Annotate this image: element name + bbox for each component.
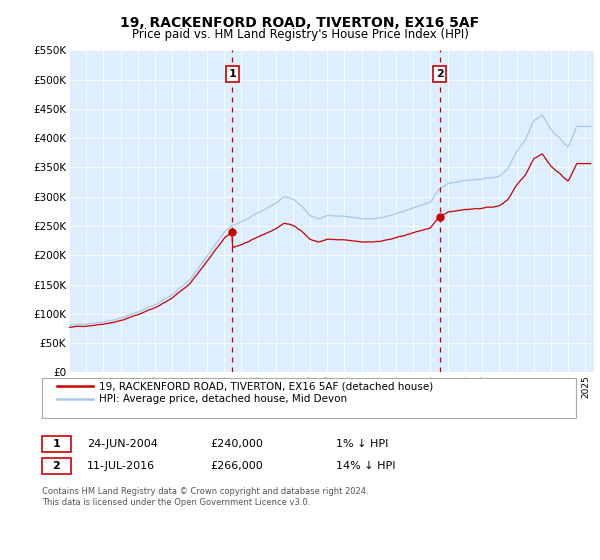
Text: £266,000: £266,000 [210, 461, 263, 471]
Text: 14% ↓ HPI: 14% ↓ HPI [336, 461, 395, 471]
Text: 19, RACKENFORD ROAD, TIVERTON, EX16 5AF (detached house): 19, RACKENFORD ROAD, TIVERTON, EX16 5AF … [99, 381, 433, 391]
Text: 19, RACKENFORD ROAD, TIVERTON, EX16 5AF: 19, RACKENFORD ROAD, TIVERTON, EX16 5AF [121, 16, 479, 30]
Text: 24-JUN-2004: 24-JUN-2004 [87, 439, 158, 449]
Text: 11-JUL-2016: 11-JUL-2016 [87, 461, 155, 471]
Text: £240,000: £240,000 [210, 439, 263, 449]
Text: 1% ↓ HPI: 1% ↓ HPI [336, 439, 388, 449]
Text: This data is licensed under the Open Government Licence v3.0.: This data is licensed under the Open Gov… [42, 498, 310, 507]
Text: Contains HM Land Registry data © Crown copyright and database right 2024.: Contains HM Land Registry data © Crown c… [42, 487, 368, 496]
Text: Price paid vs. HM Land Registry's House Price Index (HPI): Price paid vs. HM Land Registry's House … [131, 28, 469, 41]
Text: 2: 2 [53, 461, 60, 471]
Text: 1: 1 [53, 439, 60, 449]
Text: 1: 1 [229, 69, 236, 79]
Text: HPI: Average price, detached house, Mid Devon: HPI: Average price, detached house, Mid … [99, 394, 347, 404]
Text: 2: 2 [436, 69, 443, 79]
